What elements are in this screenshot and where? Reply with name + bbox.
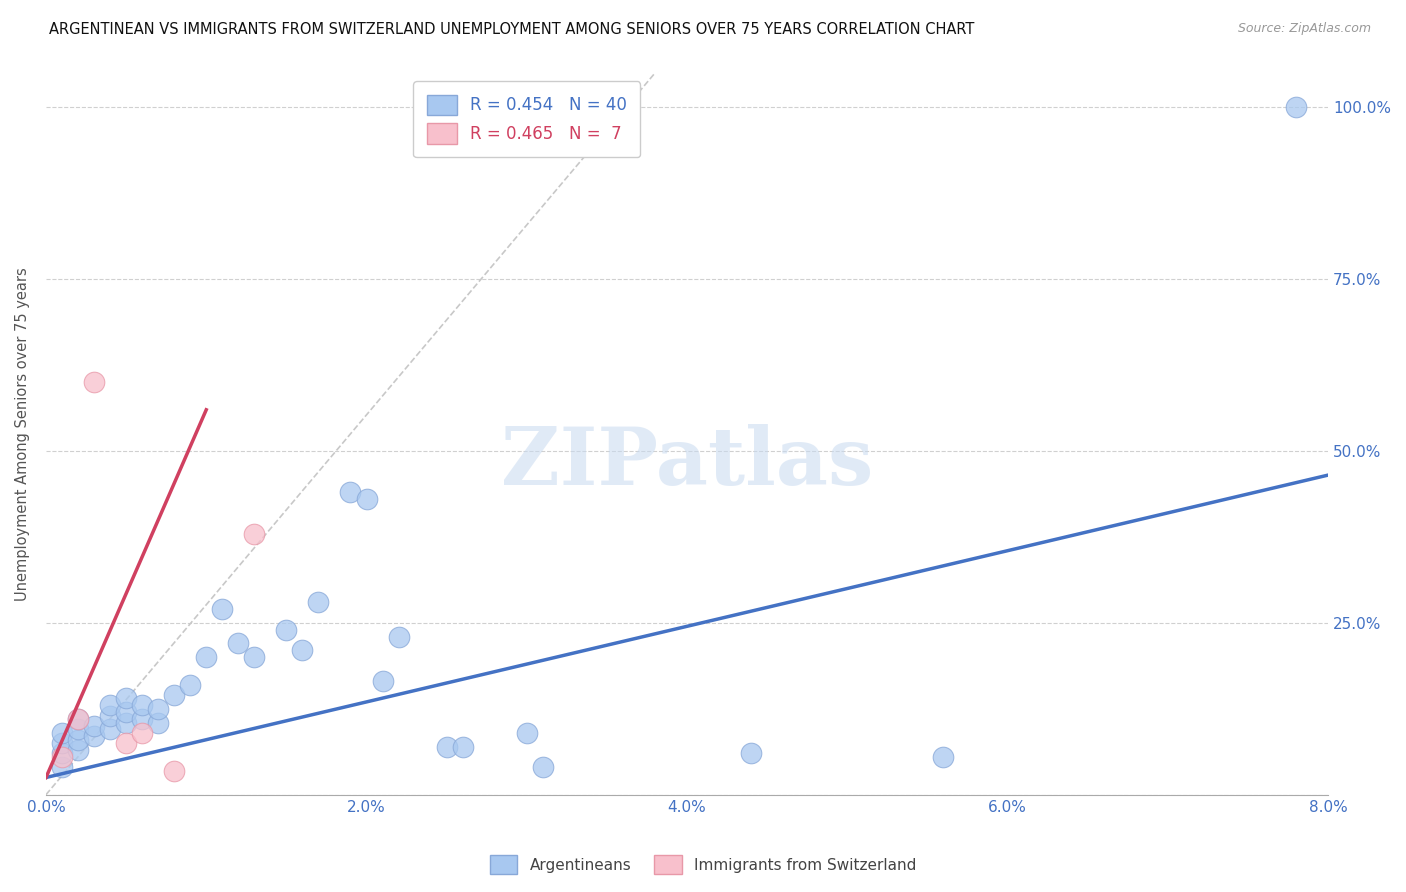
Point (291, 643, 314, 657)
Point (195, 650, 218, 665)
Point (211, 602, 233, 616)
Point (51, 750, 73, 764)
Point (83, 376, 105, 390)
Text: Source: ZipAtlas.com: Source: ZipAtlas.com (1237, 22, 1371, 36)
Legend: Argentineans, Immigrants from Switzerland: Argentineans, Immigrants from Switzerlan… (484, 849, 922, 880)
Point (243, 526, 266, 541)
Point (146, 715, 169, 730)
Point (131, 712, 153, 726)
Point (740, 747, 762, 761)
Point (131, 726, 153, 740)
Point (131, 698, 153, 713)
Point (83, 719, 105, 733)
Point (115, 736, 138, 750)
Point (51, 726, 73, 740)
Point (436, 739, 458, 754)
Point (115, 691, 138, 706)
Point (243, 650, 266, 665)
Point (98, 708, 121, 723)
Point (226, 636, 249, 650)
Point (115, 705, 138, 719)
Point (531, 760, 554, 774)
Point (179, 678, 201, 692)
Point (339, 485, 361, 500)
Point (83, 729, 105, 743)
Point (276, 623, 298, 637)
Text: ZIPatlas: ZIPatlas (501, 424, 873, 501)
Point (51, 736, 73, 750)
Point (98, 698, 121, 713)
Point (146, 702, 169, 716)
Point (387, 630, 409, 644)
Point (66, 732, 89, 747)
Legend: R = 0.454   N = 40, R = 0.465   N =  7: R = 0.454 N = 40, R = 0.465 N = 7 (413, 81, 640, 157)
Point (451, 739, 474, 754)
Text: ARGENTINEAN VS IMMIGRANTS FROM SWITZERLAND UNEMPLOYMENT AMONG SENIORS OVER 75 YE: ARGENTINEAN VS IMMIGRANTS FROM SWITZERLA… (49, 22, 974, 37)
Point (51, 747, 73, 761)
Point (356, 492, 378, 507)
Point (66, 712, 89, 726)
Y-axis label: Unemployment Among Seniors over 75 years: Unemployment Among Seniors over 75 years (15, 267, 30, 600)
Point (163, 688, 186, 702)
Point (51, 760, 73, 774)
Point (98, 723, 121, 737)
Point (1285, 100, 1308, 114)
Point (66, 743, 89, 757)
Point (371, 674, 394, 689)
Point (115, 715, 138, 730)
Point (307, 595, 329, 609)
Point (516, 726, 538, 740)
Point (932, 750, 955, 764)
Point (66, 723, 89, 737)
Point (163, 764, 186, 778)
Point (66, 712, 89, 726)
